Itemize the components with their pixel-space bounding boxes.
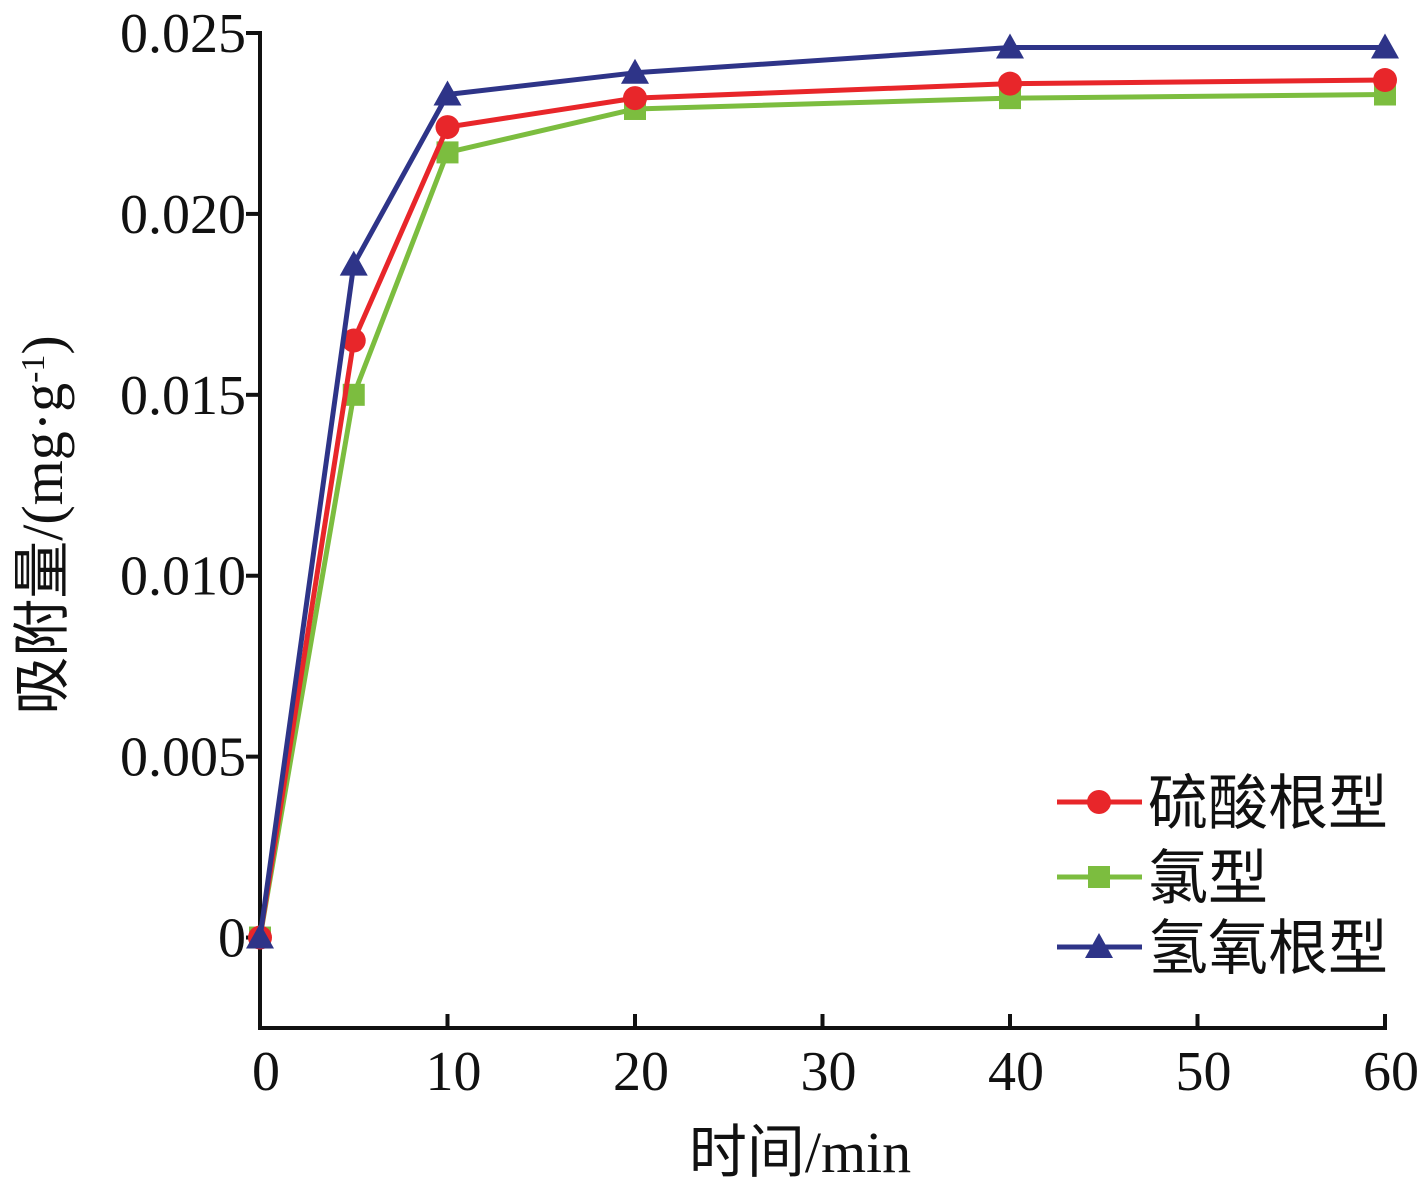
data-point [246, 923, 274, 949]
legend-item: 氢氧根型 [1057, 916, 1388, 982]
y-tick-label: 0.025 [120, 3, 246, 65]
data-point [341, 328, 366, 353]
x-tick-label: 40 [988, 1041, 1044, 1103]
series-triangle [246, 33, 1399, 949]
legend-item: 氯型 [1057, 846, 1268, 912]
y-axis-title-main: 吸附量/(mg·g [10, 383, 75, 715]
x-tick-label: 30 [801, 1041, 857, 1103]
x-tick-label: 50 [1176, 1041, 1232, 1103]
y-tick-label: 0 [218, 908, 246, 970]
data-point [998, 71, 1022, 96]
data-point [996, 33, 1024, 59]
data-point [435, 115, 460, 140]
legend-marker [1088, 866, 1110, 888]
legend-label: 氢氧根型 [1148, 916, 1388, 982]
data-point [433, 80, 462, 106]
x-axis-title: 时间/min [689, 1120, 911, 1181]
data-point [1373, 68, 1397, 93]
legend-marker [1087, 790, 1111, 814]
series-line [257, 77, 1386, 938]
legend-label: 氯型 [1148, 846, 1268, 912]
axes: 0 0.005 0.010 0.015 0.020 0.025 0 10 20 30 40 50 60 [120, 3, 1417, 1103]
y-axis-title-sup: -1 [15, 355, 52, 383]
series-line [257, 92, 1386, 938]
data-point [436, 141, 459, 164]
y-tick-label: 0.005 [120, 727, 246, 789]
legend-label: 硫酸根型 [1148, 771, 1388, 837]
x-tick-label: 10 [426, 1041, 482, 1103]
series-line [257, 44, 1385, 938]
data-point [623, 86, 647, 111]
legend-marker [1085, 933, 1113, 958]
x-tick-label: 60 [1363, 1041, 1417, 1103]
data-point [621, 58, 649, 84]
series-layer [246, 33, 1399, 950]
y-tick-label: 0.015 [120, 365, 246, 427]
data-point [339, 250, 368, 276]
series-circle [248, 68, 1397, 950]
x-tick-label: 20 [613, 1041, 669, 1103]
y-tick-label: 0.010 [120, 546, 246, 608]
y-tick-label: 0.020 [120, 184, 246, 246]
legend-item: 硫酸根型 [1057, 771, 1388, 837]
data-point [1371, 33, 1399, 59]
y-axis-title: 吸附量/(mg·g-1) [10, 335, 75, 715]
x-tick-label: 0 [252, 1041, 280, 1103]
y-axis-title-tail: ) [10, 335, 75, 354]
